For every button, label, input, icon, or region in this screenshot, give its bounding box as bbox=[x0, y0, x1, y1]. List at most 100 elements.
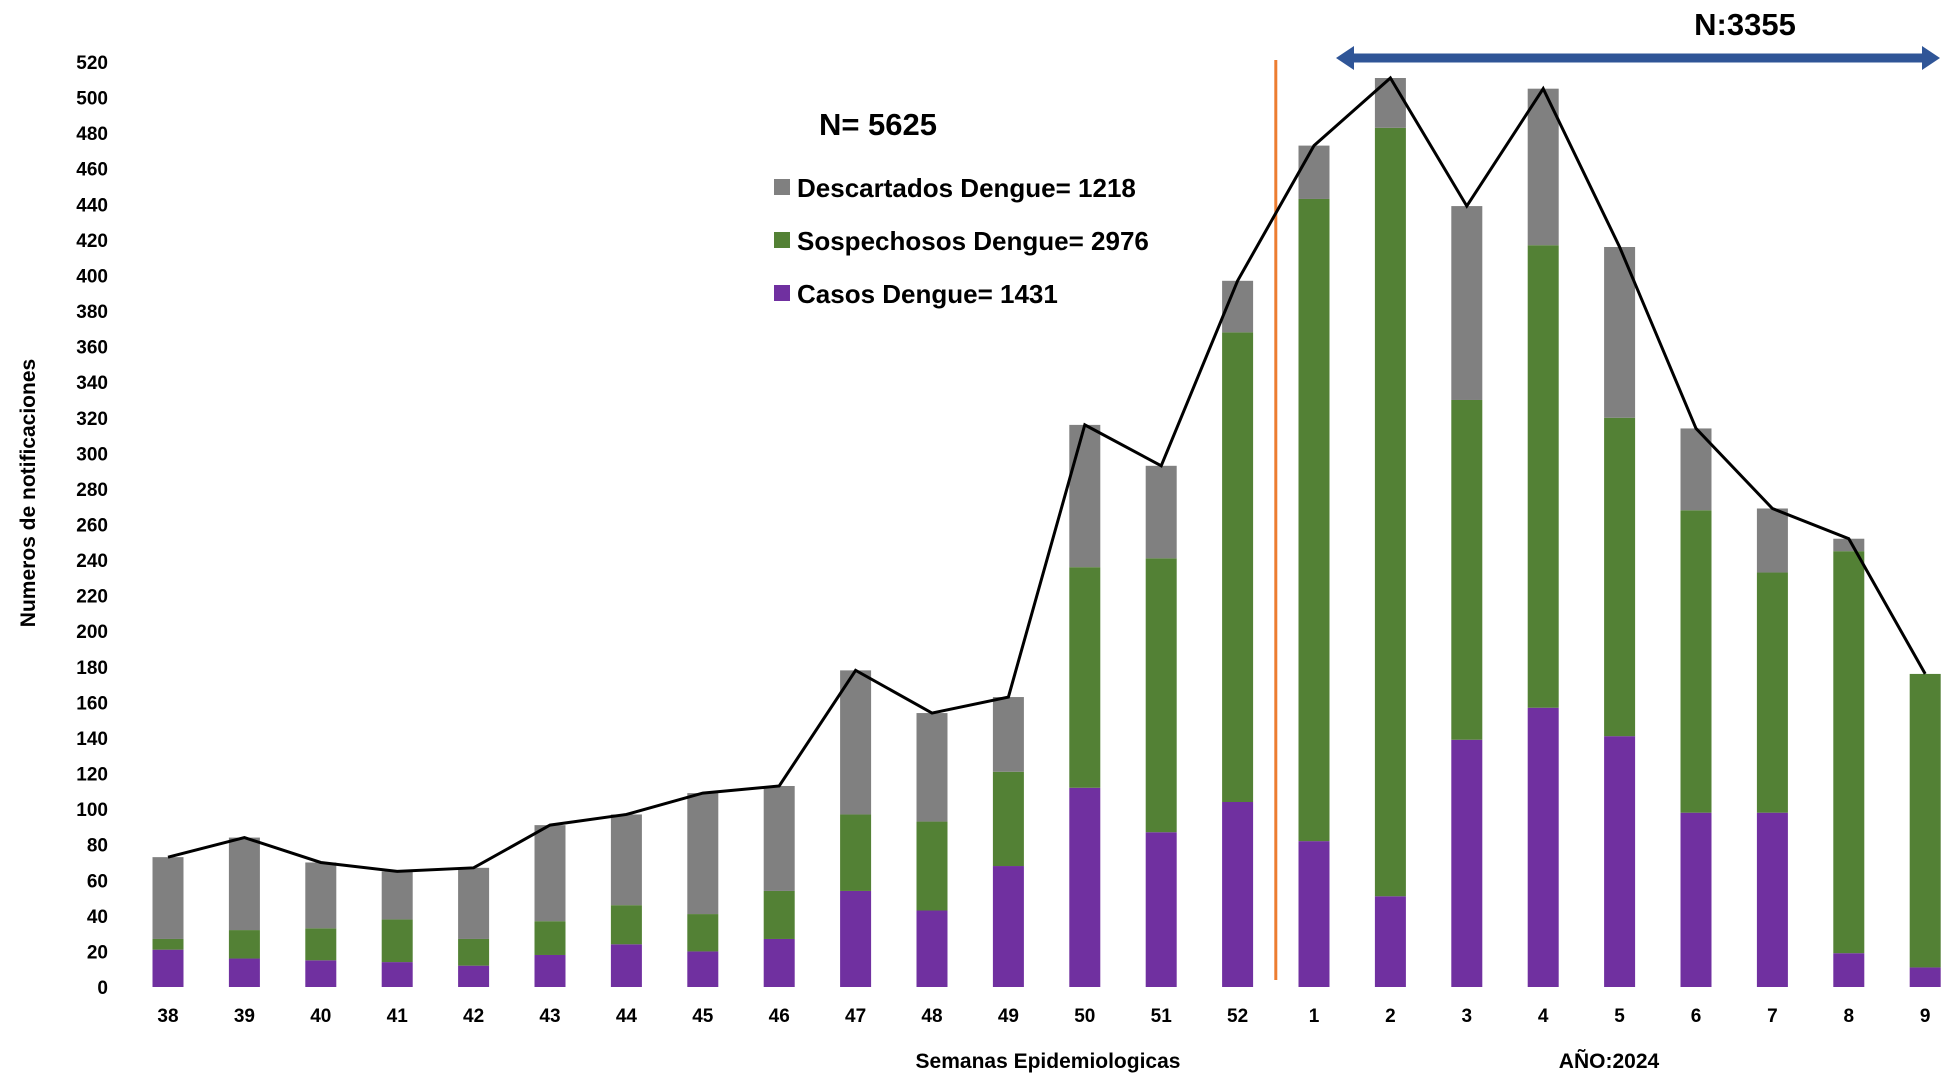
bar-segment-descartados bbox=[840, 670, 872, 815]
bar-segment-casos bbox=[458, 965, 490, 987]
x-tick-label: 41 bbox=[387, 1006, 409, 1027]
bar-segment-casos bbox=[992, 866, 1024, 987]
bar-segment-descartados bbox=[1298, 145, 1330, 199]
legend-swatch bbox=[774, 232, 790, 248]
y-tick-label: 140 bbox=[76, 729, 108, 750]
bar-segment-descartados bbox=[228, 837, 260, 931]
y-tick-label: 280 bbox=[76, 480, 108, 501]
y-tick-label: 500 bbox=[76, 89, 108, 110]
y-tick-label: 120 bbox=[76, 765, 108, 786]
y-tick-label: 0 bbox=[97, 978, 108, 999]
y-tick-label: 380 bbox=[76, 302, 108, 323]
y-tick-label: 160 bbox=[76, 693, 108, 714]
bar-segment-descartados bbox=[305, 862, 337, 929]
y-tick-label: 340 bbox=[76, 373, 108, 394]
legend-swatch bbox=[774, 179, 790, 195]
bar-segment-descartados bbox=[992, 697, 1024, 772]
bar-segment-sospechosos bbox=[1604, 417, 1636, 737]
bar-segment-descartados bbox=[610, 814, 642, 906]
total-line bbox=[167, 75, 1927, 873]
x-tick-label: 49 bbox=[998, 1006, 1019, 1027]
arrow-head-right bbox=[1922, 46, 1940, 70]
bar-segment-sospechosos bbox=[1145, 558, 1177, 833]
bar-segment-casos bbox=[1069, 787, 1101, 987]
y-tick-label: 460 bbox=[76, 160, 108, 181]
bar-segment-casos bbox=[1222, 802, 1254, 987]
bar-segment-descartados bbox=[1604, 247, 1636, 418]
bar-segment-sospechosos bbox=[1680, 510, 1712, 813]
bar-segment-casos bbox=[1298, 841, 1330, 987]
x-tick-label: 46 bbox=[769, 1006, 790, 1027]
y-tick-label: 60 bbox=[87, 871, 108, 892]
x-tick-label: 6 bbox=[1691, 1006, 1702, 1027]
bar-segment-casos bbox=[1451, 739, 1483, 987]
bar-segment-descartados bbox=[1680, 428, 1712, 511]
legend-label: Sospechosos Dengue= 2976 bbox=[797, 226, 1149, 256]
x-tick-label: 45 bbox=[692, 1006, 714, 1027]
bar-segment-sospechosos bbox=[1756, 572, 1788, 813]
y-tick-label: 100 bbox=[76, 800, 108, 821]
bar-segment-casos bbox=[1833, 953, 1865, 987]
y-tick-label: 320 bbox=[76, 409, 108, 430]
bar-segment-casos bbox=[763, 938, 795, 987]
bar-segment-casos bbox=[840, 890, 872, 987]
y-tick-label: 220 bbox=[76, 587, 108, 608]
bar-segment-sospechosos bbox=[381, 919, 413, 963]
y-tick-label: 300 bbox=[76, 444, 108, 465]
y-tick-label: 260 bbox=[76, 516, 108, 537]
y-tick-label: 420 bbox=[76, 231, 108, 252]
bar-segment-descartados bbox=[152, 857, 184, 939]
bar-segment-sospechosos bbox=[152, 938, 184, 950]
bar-segment-sospechosos bbox=[687, 914, 719, 952]
y-tick-label: 20 bbox=[87, 942, 108, 963]
x-tick-label: 2 bbox=[1385, 1006, 1396, 1027]
year-range-arrow bbox=[1336, 46, 1940, 70]
y-tick-label: 80 bbox=[87, 836, 108, 857]
x-tick-label: 40 bbox=[310, 1006, 331, 1027]
y-tick-label: 240 bbox=[76, 551, 108, 572]
x-axis-year-label: AÑO:2024 bbox=[1559, 1050, 1660, 1073]
x-axis-title: Semanas Epidemiologicas bbox=[916, 1050, 1181, 1073]
y-tick-label: 40 bbox=[87, 907, 108, 928]
bar-segment-sospechosos bbox=[610, 905, 642, 945]
y-tick-label: 440 bbox=[76, 195, 108, 216]
bar-segment-casos bbox=[1145, 832, 1177, 987]
x-tick-label: 52 bbox=[1227, 1006, 1248, 1027]
y-axis-ticks: 0 20 40 60 80 100 120 140 160 180 200 220 240 260 280 3… bbox=[76, 53, 108, 999]
bar-segment-casos bbox=[687, 951, 719, 987]
x-tick-label: 3 bbox=[1462, 1006, 1473, 1027]
bar-segment-casos bbox=[1756, 812, 1788, 987]
bar-segment-descartados bbox=[1374, 78, 1406, 128]
y-tick-label: 400 bbox=[76, 266, 108, 287]
bar-segment-sospechosos bbox=[534, 921, 566, 955]
bar-segment-sospechosos bbox=[458, 938, 490, 966]
x-tick-label: 1 bbox=[1309, 1006, 1320, 1027]
x-tick-label: 9 bbox=[1920, 1006, 1931, 1027]
x-tick-label: 47 bbox=[845, 1006, 866, 1027]
bar-segment-sospechosos bbox=[916, 821, 948, 911]
bar-segment-descartados bbox=[687, 793, 719, 915]
x-tick-label: 5 bbox=[1614, 1006, 1625, 1027]
x-tick-label: 4 bbox=[1538, 1006, 1549, 1027]
bar-segment-casos bbox=[1909, 967, 1941, 987]
n-total-label: N= 5625 bbox=[819, 107, 937, 142]
bar-segment-sospechosos bbox=[1222, 332, 1254, 802]
bar-segment-sospechosos bbox=[1374, 127, 1406, 897]
y-tick-label: 480 bbox=[76, 124, 108, 145]
bar-segment-descartados bbox=[916, 713, 948, 822]
y-tick-label: 200 bbox=[76, 622, 108, 643]
bar-segment-casos bbox=[534, 954, 566, 987]
bar-segment-casos bbox=[305, 960, 337, 987]
bar-segment-descartados bbox=[1527, 88, 1559, 246]
x-tick-label: 42 bbox=[463, 1006, 484, 1027]
legend: Descartados Dengue= 1218 Sospechosos Deng… bbox=[774, 173, 1149, 309]
n-year-label: N:3355 bbox=[1694, 7, 1796, 42]
legend-label: Descartados Dengue= 1218 bbox=[797, 173, 1136, 203]
bar-segment-casos bbox=[152, 949, 184, 987]
bar-segment-sospechosos bbox=[1527, 245, 1559, 708]
bar-segment-descartados bbox=[1756, 508, 1788, 573]
bar-segment-sospechosos bbox=[305, 928, 337, 961]
x-tick-label: 50 bbox=[1074, 1006, 1095, 1027]
bars-group bbox=[152, 78, 1941, 987]
